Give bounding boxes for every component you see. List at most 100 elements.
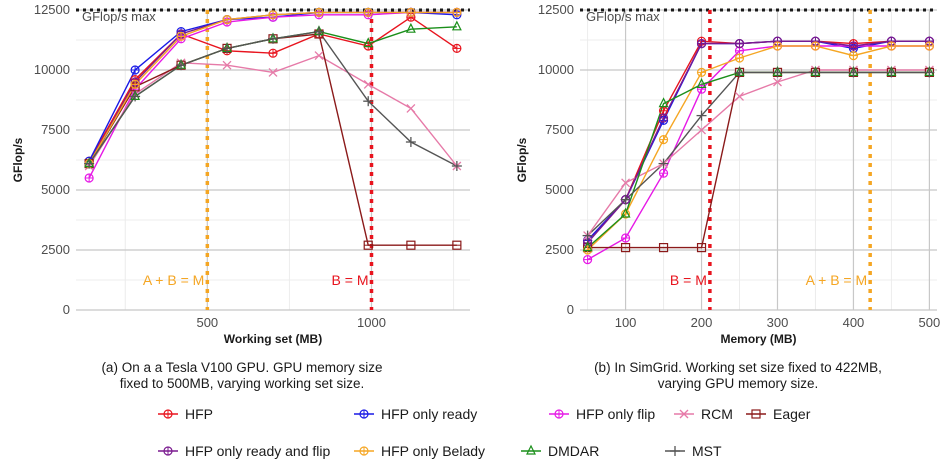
data-point (363, 96, 374, 107)
data-point (696, 243, 707, 253)
data-point (314, 7, 324, 17)
data-point (696, 84, 707, 94)
legend-key (158, 446, 178, 456)
data-point (268, 67, 278, 77)
legend-key-marker (554, 409, 564, 419)
data-point (734, 53, 745, 63)
data-point (886, 67, 897, 78)
legend-label: HFP only flip (576, 406, 656, 422)
x-tick-label: 500 (196, 315, 218, 330)
data-point (886, 41, 897, 51)
y-tick-label: 10000 (34, 62, 70, 77)
data-point (620, 207, 631, 218)
x-tick-label: 200 (691, 315, 713, 330)
x-axis-label: Memory (MB) (720, 332, 796, 346)
data-point (735, 91, 744, 101)
chart-panel-b: 0 2500 5000 7500 10000 12500 100 200 300 400 500 Me… (515, 2, 940, 346)
data-point (222, 43, 233, 54)
y-tick-label: 12500 (34, 2, 70, 17)
chart-panel-a: 0 2500 5000 7500 10000 12500 500 1000 Working se… (11, 2, 470, 346)
data-point (658, 97, 669, 108)
data-point (697, 125, 706, 135)
legend-key-marker (163, 409, 173, 419)
x-tick-label: 300 (767, 315, 789, 330)
data-point (621, 178, 631, 188)
legend-item: DMDAR (520, 442, 599, 460)
data-point (222, 60, 232, 70)
legend-item: HFP only ready and flip (157, 442, 330, 460)
data-point (130, 65, 140, 75)
data-point (734, 38, 745, 49)
data-point (268, 10, 278, 20)
legend-key-marker (526, 444, 536, 455)
legend-item: Eager (745, 405, 810, 423)
data-point (810, 67, 821, 78)
legend-label: HFP only ready (381, 406, 478, 422)
y-tick-label: 2500 (545, 242, 574, 257)
data-point (405, 137, 416, 147)
max-line-label: GFlop/s max (82, 9, 156, 24)
legend-key-marker (670, 446, 680, 456)
data-point (582, 241, 593, 252)
data-point (405, 22, 416, 33)
y-tick-label: 0 (63, 302, 70, 317)
legend-key-marker (359, 409, 369, 419)
data-point (363, 79, 373, 89)
data-point (176, 31, 186, 42)
data-point (451, 20, 462, 31)
series-line (587, 45, 930, 251)
data-point (130, 91, 141, 102)
data-point (176, 60, 187, 71)
caption-a: (a) On a a Tesla V100 GPU. GPU memory si… (101, 360, 383, 391)
legend-label: MST (692, 443, 722, 459)
data-point (84, 173, 94, 183)
data-point (84, 158, 95, 169)
reference-line-label: A + B = M (806, 272, 867, 288)
y-tick-label: 2500 (41, 242, 70, 257)
legend-label: Eager (773, 406, 811, 422)
legend-key (521, 444, 541, 455)
legend-key (665, 446, 685, 456)
legend-key-marker (163, 446, 173, 456)
data-point (313, 26, 324, 37)
data-point (222, 15, 232, 25)
data-point (658, 135, 669, 145)
reference-line-label: B = M (332, 272, 369, 288)
x-tick-label: 400 (843, 315, 865, 330)
legend-item: HFP (157, 405, 213, 423)
y-tick-label: 0 (567, 302, 574, 317)
x-tick-label: 100 (615, 315, 637, 330)
data-point (924, 67, 935, 78)
legend-key (354, 446, 374, 456)
data-point (268, 48, 278, 58)
data-point (848, 41, 859, 51)
legend-item: RCM (673, 405, 733, 423)
legend-key (746, 409, 766, 419)
data-point (734, 67, 745, 78)
series-line (587, 45, 930, 261)
legend-item: HFP only ready (353, 405, 477, 423)
x-tick-label: 1000 (357, 315, 386, 330)
data-point (810, 41, 821, 51)
data-point (696, 67, 707, 78)
legend-key-marker (679, 409, 689, 419)
x-axis-label: Working set (MB) (224, 332, 322, 346)
data-point (924, 41, 935, 51)
data-point (406, 7, 416, 17)
data-point (696, 78, 707, 89)
legend-label: HFP only ready and flip (185, 443, 331, 459)
legend-item: MST (664, 442, 722, 460)
data-point (620, 233, 631, 243)
data-point (452, 43, 462, 54)
legend-key (549, 409, 569, 419)
y-axis-label: GFlop/s (515, 137, 529, 182)
data-point (582, 255, 593, 265)
data-point (848, 50, 859, 61)
reference-line-label: A + B = M (143, 272, 204, 288)
y-tick-label: 7500 (545, 122, 574, 137)
data-point (658, 243, 669, 253)
legend-key (158, 409, 178, 419)
legend-key (354, 409, 374, 419)
y-tick-label: 7500 (41, 122, 70, 137)
